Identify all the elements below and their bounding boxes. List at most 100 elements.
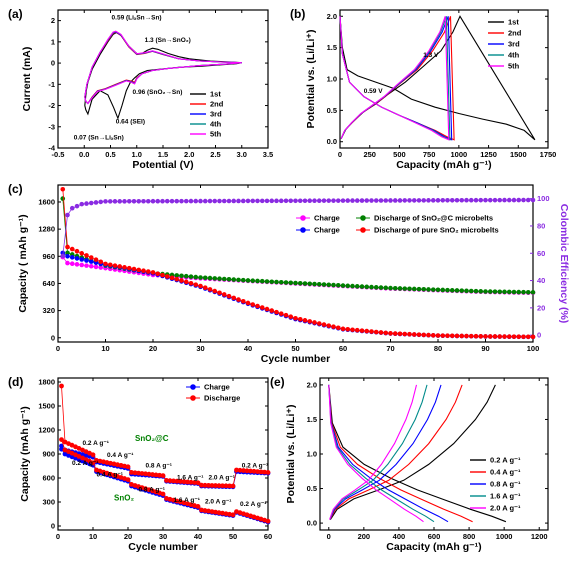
annotation: 2.0 A g⁻¹ xyxy=(205,499,231,506)
y-tick-label: 0.5 xyxy=(327,106,337,115)
data-point xyxy=(126,265,132,271)
data-point xyxy=(221,198,227,204)
charge-curve-0.4 A g⁻¹ xyxy=(329,384,463,520)
data-point xyxy=(240,298,246,304)
data-point xyxy=(259,305,265,310)
data-point xyxy=(407,198,412,203)
data-point xyxy=(293,198,298,204)
data-point xyxy=(93,264,99,270)
data-point xyxy=(107,262,113,268)
legend-label: 3rd xyxy=(508,40,520,49)
charge-curve-0.8 A g⁻¹ xyxy=(329,384,442,520)
series-line xyxy=(62,189,533,338)
data-point xyxy=(107,199,113,204)
data-point xyxy=(511,197,517,203)
data-point xyxy=(392,198,398,203)
annotation: 0.59 V xyxy=(364,88,383,95)
data-point xyxy=(236,297,241,302)
legend-marker xyxy=(360,215,366,221)
data-point xyxy=(435,333,441,338)
data-point xyxy=(293,315,298,321)
data-point xyxy=(464,197,469,203)
data-point xyxy=(231,277,237,282)
data-point xyxy=(397,331,403,337)
data-point xyxy=(492,289,498,294)
legend-label: 1.6 A g⁻¹ xyxy=(490,492,521,501)
y-tick-label: 960 xyxy=(42,252,55,261)
data-point xyxy=(340,198,346,203)
x-tick-label: 0 xyxy=(56,344,60,353)
y-tick-label: 1.5 xyxy=(327,43,337,52)
data-point xyxy=(164,274,170,279)
data-point xyxy=(179,278,184,283)
data-point xyxy=(288,314,294,320)
data-point xyxy=(331,282,336,288)
data-point xyxy=(98,199,104,205)
data-point xyxy=(359,284,365,289)
x-tick-label: 1750 xyxy=(540,150,557,159)
data-point xyxy=(264,279,270,284)
data-point xyxy=(426,332,431,338)
annotation: 2.0 A g⁻¹ xyxy=(209,475,235,482)
x-tick-label: 50 xyxy=(229,532,237,541)
data-point xyxy=(65,244,70,250)
data-point xyxy=(278,279,284,285)
data-point xyxy=(321,322,327,327)
data-point xyxy=(248,468,253,474)
data-point xyxy=(511,334,517,339)
data-point xyxy=(373,285,379,290)
data-point xyxy=(487,334,493,339)
x-tick-label: 70 xyxy=(386,344,394,353)
data-point xyxy=(146,471,152,477)
data-point xyxy=(69,255,75,260)
x-tick-label: 1000 xyxy=(451,150,468,159)
data-point xyxy=(88,259,94,264)
data-point xyxy=(454,333,460,339)
panel-d: 0 10 20 30 40 50 600300600900120015001800Cycle… xyxy=(8,375,272,553)
charge-curve-0.2 A g⁻¹ xyxy=(329,384,496,520)
x-tick-label: 0.5 xyxy=(105,150,115,159)
data-point xyxy=(236,277,241,283)
data-point xyxy=(521,197,526,203)
annotation: 0.2 A g⁻¹ xyxy=(240,501,266,508)
x-tick-label: 250 xyxy=(363,150,376,159)
data-point xyxy=(179,198,184,204)
data-point xyxy=(217,198,222,204)
data-point xyxy=(237,467,243,473)
y-axis-label: Capacity (mAh g⁻¹) xyxy=(19,406,31,501)
data-point xyxy=(164,478,169,483)
data-point xyxy=(316,321,322,326)
data-point xyxy=(150,472,155,477)
data-point xyxy=(98,259,104,265)
data-point xyxy=(316,198,322,203)
data-point xyxy=(79,251,85,256)
data-point xyxy=(220,483,225,489)
annotation: 1.6 A g⁻¹ xyxy=(177,475,203,482)
data-point xyxy=(307,198,313,204)
series-line xyxy=(62,199,533,257)
data-point xyxy=(185,479,190,485)
data-point xyxy=(426,287,431,292)
data-point xyxy=(178,479,183,484)
x-tick-label: 40 xyxy=(244,344,252,353)
data-point xyxy=(283,312,289,318)
data-point xyxy=(88,263,94,269)
data-point xyxy=(212,276,218,281)
data-point xyxy=(416,286,422,292)
data-point xyxy=(525,334,531,340)
gcd-curve-4th xyxy=(339,16,451,141)
data-point xyxy=(160,272,165,278)
data-point xyxy=(244,468,250,474)
data-point xyxy=(202,482,208,488)
legend-label: 1st xyxy=(210,90,221,99)
data-point xyxy=(397,198,403,203)
data-point xyxy=(129,470,134,475)
x-tick-label: 1200 xyxy=(531,532,548,541)
y-tick-label: -4 xyxy=(48,144,55,153)
annotation: 0.2 A g⁻¹ xyxy=(242,463,268,470)
y-tick-label: 1 xyxy=(51,37,55,46)
data-point xyxy=(283,280,289,285)
data-point xyxy=(221,276,227,282)
data-point xyxy=(207,275,213,281)
discharge-curve-0.4 A g⁻¹ xyxy=(328,384,473,523)
